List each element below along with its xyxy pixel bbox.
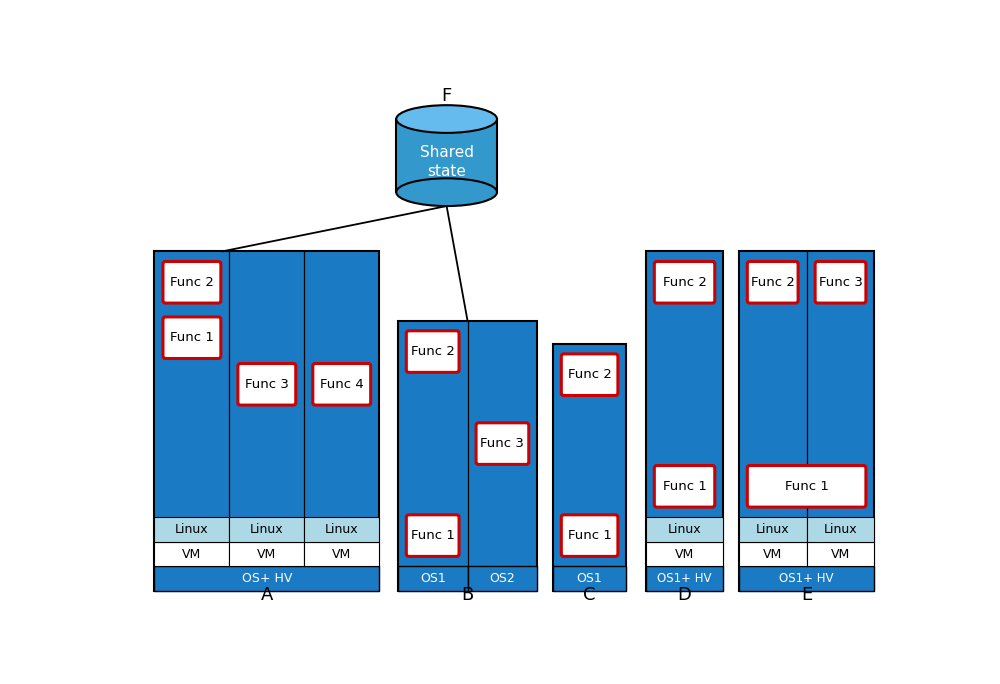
Bar [553, 566, 626, 591]
Text: OS1: OS1 [577, 573, 602, 586]
Text: OS1: OS1 [420, 573, 446, 586]
Bar [229, 542, 304, 566]
Bar [229, 517, 304, 542]
Bar [154, 252, 379, 591]
Bar [739, 542, 807, 566]
FancyBboxPatch shape [654, 466, 715, 507]
FancyBboxPatch shape [747, 466, 866, 507]
Text: Linux: Linux [325, 523, 359, 536]
FancyBboxPatch shape [654, 261, 715, 303]
Text: Linux: Linux [756, 523, 790, 536]
FancyBboxPatch shape [476, 423, 529, 464]
Text: Func 2: Func 2 [568, 368, 612, 381]
Text: Func 2: Func 2 [170, 276, 214, 289]
Ellipse shape [396, 179, 497, 206]
Bar [739, 566, 874, 591]
Text: Func 2: Func 2 [751, 276, 795, 289]
Text: OS1+ HV: OS1+ HV [657, 573, 712, 586]
FancyBboxPatch shape [238, 363, 296, 405]
Text: OS2: OS2 [490, 573, 515, 586]
Text: VM: VM [763, 548, 782, 561]
Bar [807, 542, 874, 566]
Text: B: B [461, 586, 474, 604]
FancyBboxPatch shape [313, 363, 371, 405]
Text: Func 1: Func 1 [411, 529, 455, 542]
Bar [646, 542, 723, 566]
Bar [304, 517, 379, 542]
Bar [553, 344, 626, 591]
FancyBboxPatch shape [815, 261, 866, 303]
Bar [398, 321, 537, 591]
Text: F: F [442, 87, 452, 105]
Text: OS+ HV: OS+ HV [242, 573, 292, 586]
Text: Func 2: Func 2 [411, 345, 455, 358]
Bar [468, 566, 537, 591]
Text: Func 1: Func 1 [663, 480, 706, 493]
Text: Func 3: Func 3 [245, 378, 289, 391]
FancyBboxPatch shape [163, 261, 221, 303]
Text: Func 3: Func 3 [480, 437, 524, 450]
Text: C: C [583, 586, 596, 604]
Text: Func 2: Func 2 [663, 276, 706, 289]
Text: Func 4: Func 4 [320, 378, 364, 391]
Text: VM: VM [332, 548, 351, 561]
Bar [154, 542, 229, 566]
FancyBboxPatch shape [561, 354, 618, 395]
Text: Linux: Linux [250, 523, 284, 536]
Text: Linux: Linux [175, 523, 209, 536]
FancyBboxPatch shape [406, 331, 459, 372]
FancyBboxPatch shape [163, 317, 221, 358]
Bar [398, 566, 468, 591]
Text: A: A [261, 586, 273, 604]
Text: Func 1: Func 1 [170, 331, 214, 344]
Text: Func 3: Func 3 [819, 276, 862, 289]
Ellipse shape [396, 105, 497, 133]
Text: OS1+ HV: OS1+ HV [779, 573, 834, 586]
Text: VM: VM [831, 548, 850, 561]
Bar [646, 517, 723, 542]
Bar [396, 119, 497, 192]
Text: Shared
state: Shared state [420, 145, 474, 179]
FancyBboxPatch shape [561, 515, 618, 556]
Text: VM: VM [257, 548, 276, 561]
Text: Func 1: Func 1 [568, 529, 612, 542]
Bar [739, 517, 807, 542]
FancyBboxPatch shape [747, 261, 798, 303]
FancyBboxPatch shape [406, 515, 459, 556]
Text: Func 1: Func 1 [785, 480, 829, 493]
Bar [304, 542, 379, 566]
Text: VM: VM [182, 548, 202, 561]
Text: VM: VM [675, 548, 694, 561]
Bar [807, 517, 874, 542]
Bar [739, 252, 874, 591]
Text: E: E [801, 586, 812, 604]
Text: Linux: Linux [824, 523, 857, 536]
Bar [646, 566, 723, 591]
Bar [154, 517, 229, 542]
Bar [646, 252, 723, 591]
Bar [154, 566, 379, 591]
Text: Linux: Linux [668, 523, 701, 536]
Text: D: D [678, 586, 691, 604]
